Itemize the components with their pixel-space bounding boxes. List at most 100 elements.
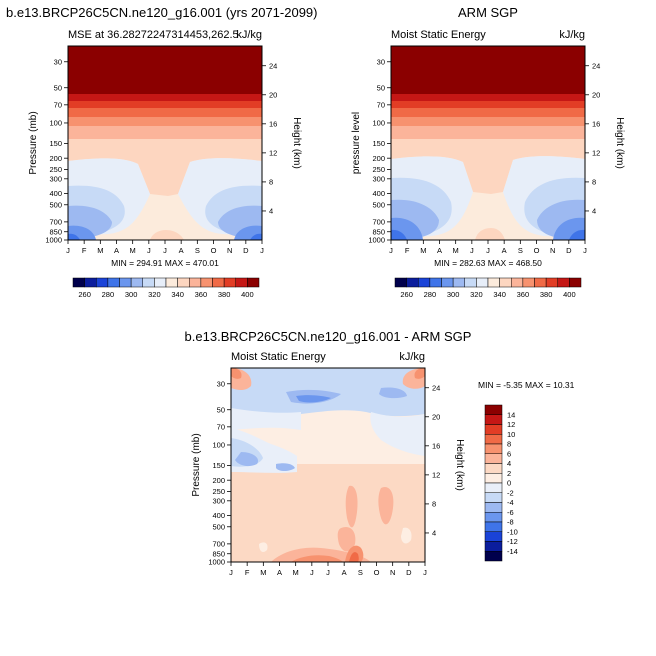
diff-ytick-label: 30 (217, 379, 225, 388)
obs-colorbar-label: 300 (447, 290, 460, 299)
model-xtick-label: J (163, 246, 167, 255)
panel-model: b.e13.BRCP26C5CN.ne120_g16.001 (yrs 2071… (6, 5, 317, 299)
diff-ytick-label: 250 (212, 487, 225, 496)
obs-ytick-label: 700 (372, 217, 385, 226)
panel-diff-ylabel: Pressure (mb) (191, 433, 202, 496)
obs-colorbar-label: 280 (424, 290, 437, 299)
model-rtick-label: 16 (269, 119, 277, 128)
diff-colorbar-box (484, 414, 503, 425)
diff-colorbar-label: -4 (507, 498, 514, 507)
diff-colorbar-label: 14 (507, 410, 515, 419)
obs-ytick-label: 30 (377, 57, 385, 66)
diff-xtick-label: J (229, 568, 233, 577)
obs-rtick-label: 12 (592, 148, 600, 157)
model-ytick-label: 200 (49, 154, 62, 163)
diff-xtick-label: N (390, 568, 395, 577)
model-colorbar-box (154, 277, 167, 288)
obs-colorbar-box (545, 277, 558, 288)
diff-rtick-label: 8 (432, 500, 436, 509)
diff-ytick-label: 200 (212, 476, 225, 485)
diff-ytick-label: 400 (212, 511, 225, 520)
obs-colorbar-box (557, 277, 570, 288)
panel-diff-units: kJ/kg (399, 351, 425, 363)
diff-colorbar-label: 10 (507, 430, 515, 439)
obs-colorbar-box (394, 277, 407, 288)
obs-ytick-label: 500 (372, 200, 385, 209)
model-colorbar-box (130, 277, 143, 288)
model-rtick-label: 4 (269, 207, 273, 216)
diff-xtick-label: J (310, 568, 314, 577)
diff-colorbar-box (484, 512, 503, 523)
obs-xtick-label: O (534, 246, 540, 255)
diff-colorbar-box (484, 502, 503, 513)
obs-xtick-label: F (405, 246, 410, 255)
model-colorbar-box (107, 277, 120, 288)
obs-ytick-label: 50 (377, 83, 385, 92)
diff-colorbar-box (484, 443, 503, 454)
diff-colorbar-box (484, 453, 503, 464)
panel-diff-ylabel-right: Height (km) (454, 439, 465, 491)
obs-colorbar-box (476, 277, 489, 288)
model-ytick-label: 1000 (45, 236, 62, 245)
obs-ytick-label: 850 (372, 227, 385, 236)
diff-rtick-label: 12 (432, 470, 440, 479)
panel-obs-units: kJ/kg (559, 29, 585, 41)
model-colorbar-label: 380 (218, 290, 231, 299)
model-colorbar-box (165, 277, 178, 288)
obs-colorbar-box (534, 277, 547, 288)
diff-colorbar-box (484, 473, 503, 484)
diff-xtick-label: F (245, 568, 250, 577)
model-xtick-label: J (66, 246, 70, 255)
diff-rtick-label: 20 (432, 412, 440, 421)
model-xtick-label: D (243, 246, 249, 255)
obs-colorbar-box (429, 277, 442, 288)
model-colorbar-label: 340 (171, 290, 184, 299)
model-colorbar-box (142, 277, 155, 288)
obs-xtick-label: J (470, 246, 474, 255)
diff-xtick-label: J (423, 568, 427, 577)
diff-ytick-label: 700 (212, 539, 225, 548)
panel-obs-subtitle: Moist Static Energy (391, 29, 486, 41)
diff-xtick-label: M (293, 568, 299, 577)
model-colorbar-label: 300 (125, 290, 138, 299)
panel-obs-title: ARM SGP (458, 5, 518, 20)
model-colorbar-label: 400 (241, 290, 254, 299)
diff-colorbar-label: 6 (507, 449, 511, 458)
diff-colorbar-label: 8 (507, 440, 511, 449)
diff-colorbar-label: 0 (507, 479, 511, 488)
model-colorbar-box (177, 277, 190, 288)
panel-obs-colorbar: 260 280 300 320 340 360 380 400 (394, 277, 582, 299)
model-colorbar-box (200, 277, 213, 288)
model-ytick-label: 300 (49, 174, 62, 183)
obs-colorbar-label: 400 (563, 290, 576, 299)
obs-ytick-label: 250 (372, 165, 385, 174)
obs-ytick-label: 70 (377, 100, 385, 109)
panel-model-title: b.e13.BRCP26C5CN.ne120_g16.001 (yrs 2071… (6, 5, 317, 20)
model-ytick-label: 70 (54, 100, 62, 109)
panel-diff: b.e13.BRCP26C5CN.ne120_g16.001 - ARM SGP… (185, 329, 575, 577)
obs-ytick-label: 200 (372, 154, 385, 163)
diff-colorbar-label: -6 (507, 508, 514, 517)
diff-ytick-label: 70 (217, 422, 225, 431)
diff-colorbar-box (484, 521, 503, 532)
obs-colorbar-box (487, 277, 500, 288)
diff-xtick-label: D (406, 568, 412, 577)
diff-colorbar-box (484, 531, 503, 542)
panel-model-ylabel: Pressure (mb) (28, 111, 39, 174)
diff-rtick-label: 16 (432, 441, 440, 450)
model-colorbar-box (72, 277, 85, 288)
obs-colorbar-label: 260 (400, 290, 413, 299)
diff-ytick-label: 1000 (208, 558, 225, 567)
panel-obs-plot (391, 46, 585, 240)
diff-colorbar-box (484, 541, 503, 552)
diff-colorbar-label: 2 (507, 469, 511, 478)
diff-ytick-label: 150 (212, 461, 225, 470)
diff-colorbar-label: -14 (507, 547, 518, 556)
obs-xtick-label: A (502, 246, 507, 255)
obs-xtick-label: A (437, 246, 442, 255)
panel-model-units: kJ/kg (236, 29, 262, 41)
obs-colorbar-box (511, 277, 524, 288)
